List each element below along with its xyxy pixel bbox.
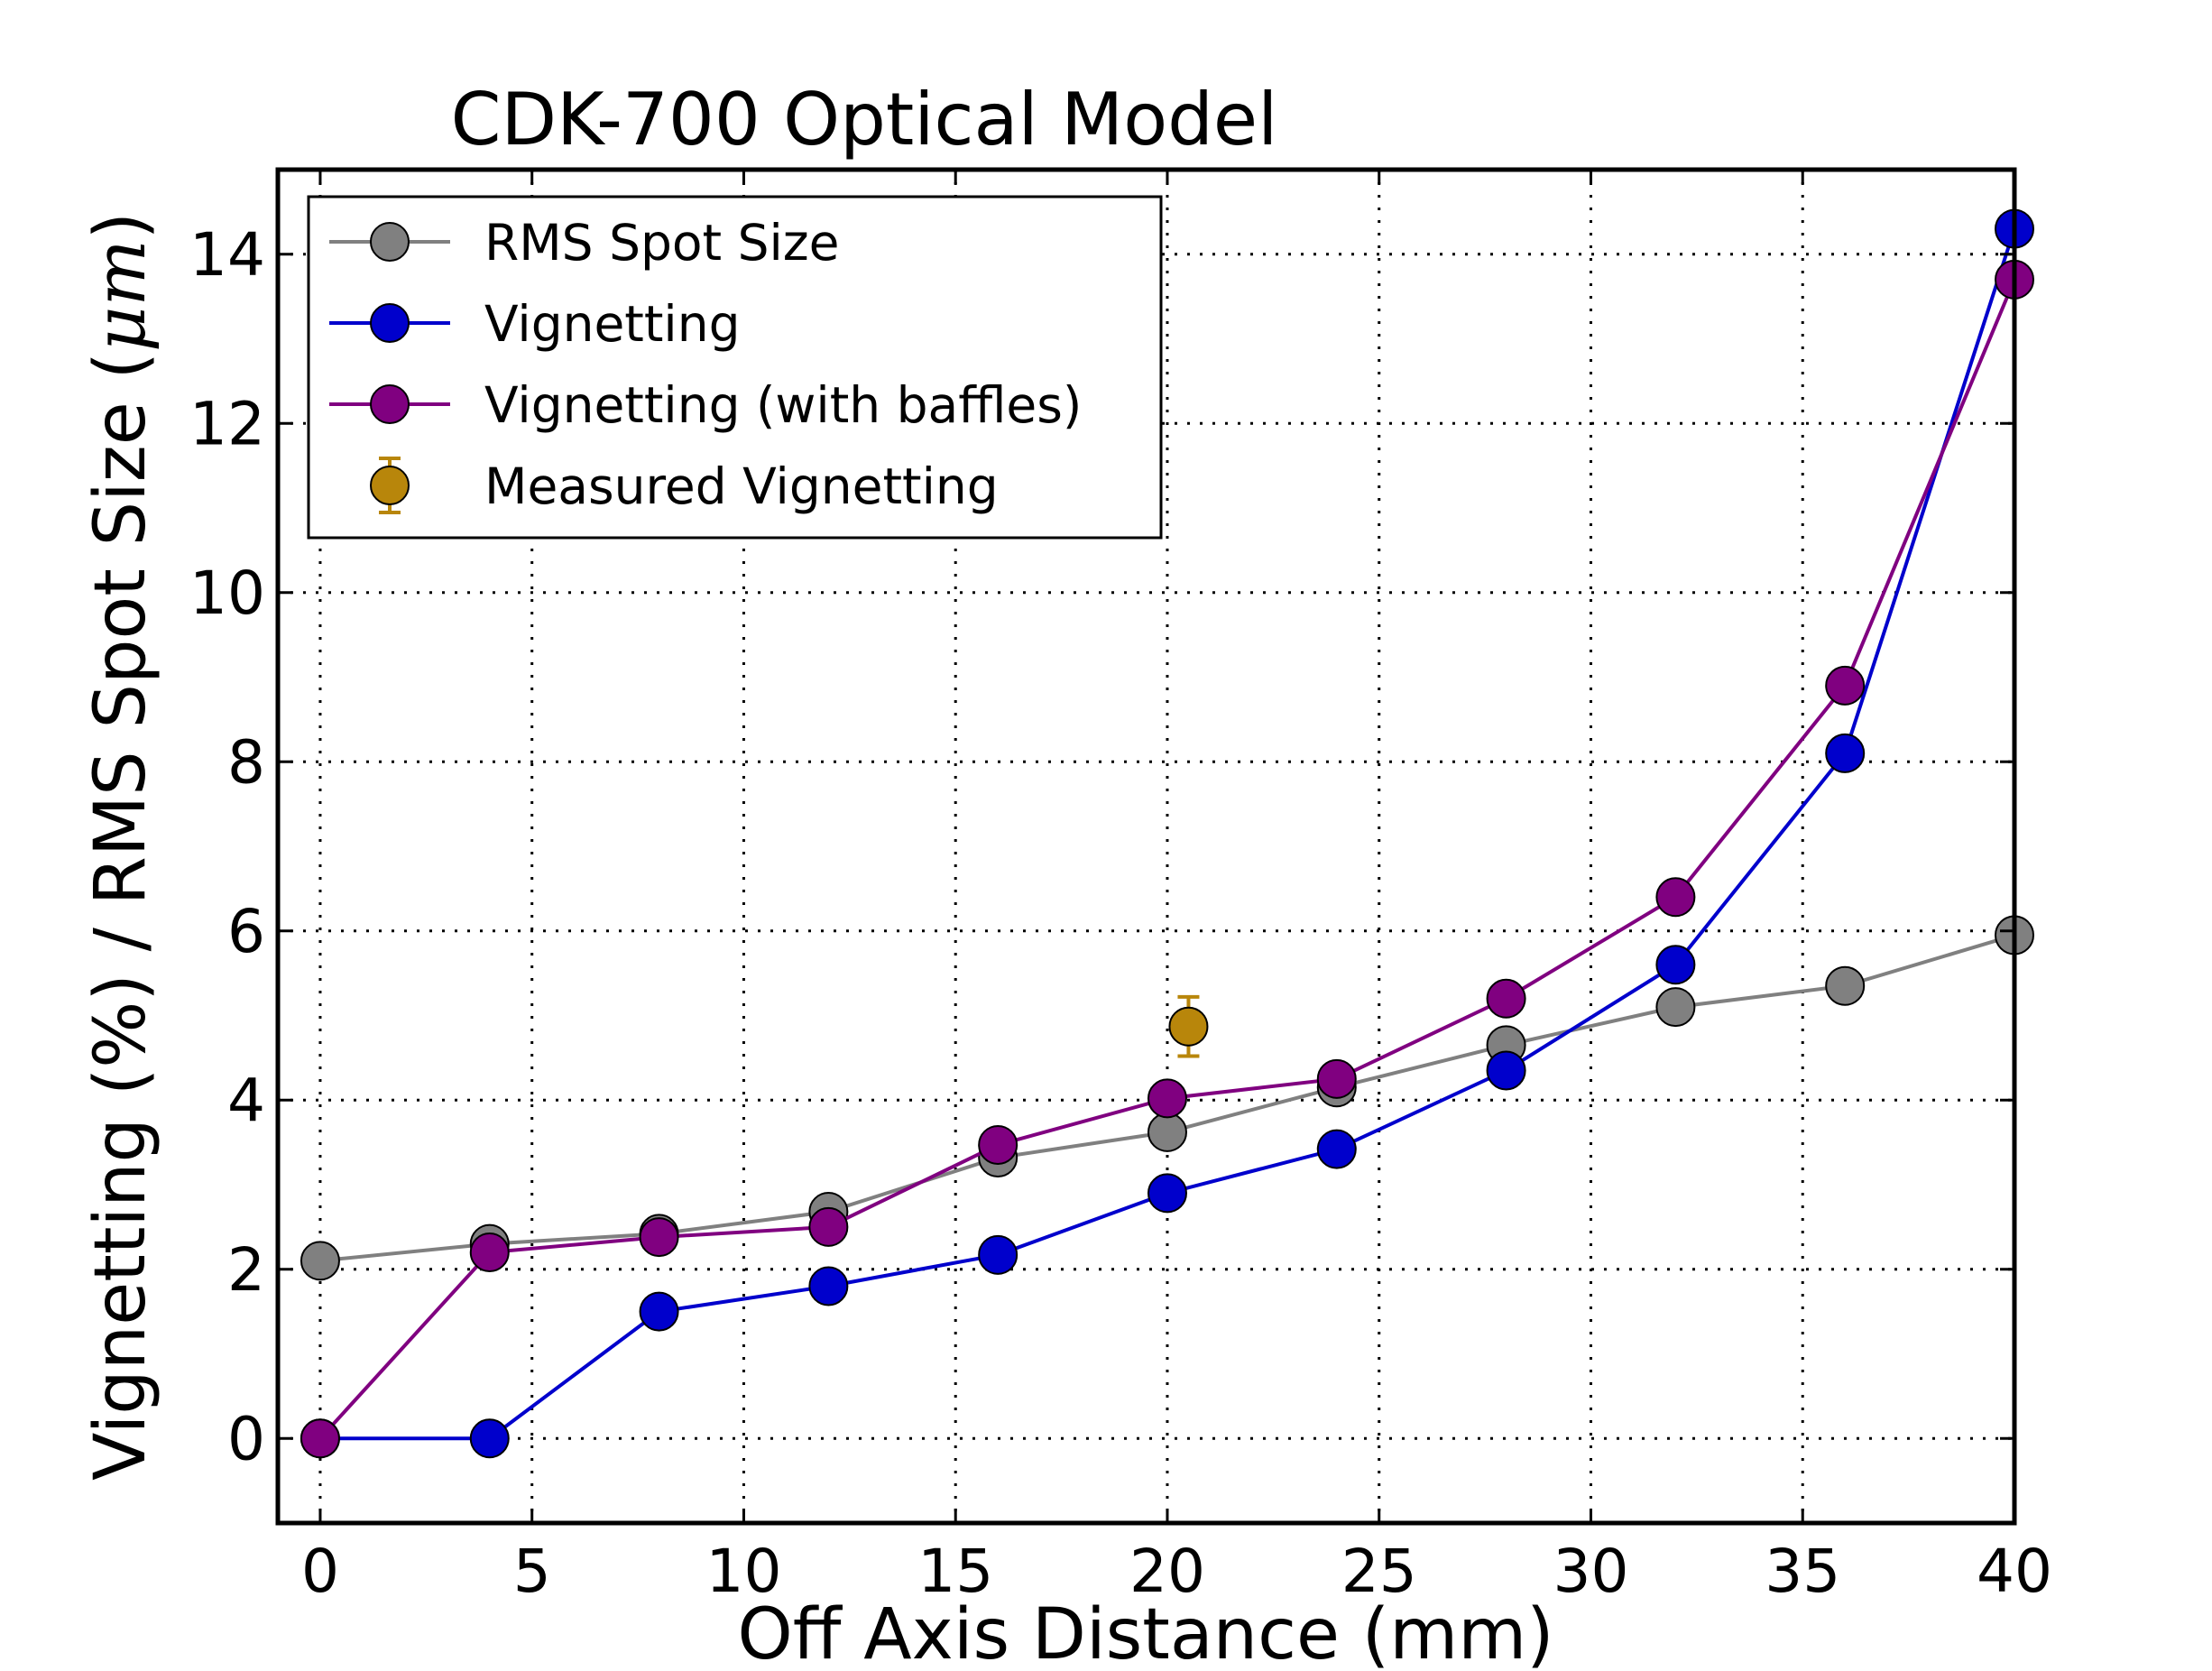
- data-point: [1168, 1006, 1209, 1047]
- y-tick-label: 12: [189, 389, 265, 458]
- y-axis-title-main: Vignetting (%) / RMS Spot Size (: [80, 352, 161, 1481]
- y-tick-label: 10: [189, 559, 265, 628]
- legend-label: Measured Vignetting: [484, 457, 999, 515]
- data-point: [808, 1206, 849, 1247]
- y-tick-label: 0: [227, 1404, 265, 1473]
- y-axis-title-close: ): [80, 212, 161, 239]
- x-tick-label: 20: [1129, 1537, 1205, 1606]
- legend-marker: [370, 222, 410, 262]
- y-tick-label: 2: [227, 1235, 265, 1305]
- legend-item: Vignetting: [329, 295, 741, 353]
- y-axis-title: Vignetting (%) / RMS Spot Size (μm): [80, 212, 161, 1481]
- x-tick-label: 35: [1765, 1537, 1840, 1606]
- data-point: [1486, 978, 1526, 1019]
- data-point: [639, 1291, 679, 1332]
- legend-item: Measured Vignetting: [370, 457, 999, 515]
- y-tick-label: 6: [227, 897, 265, 966]
- data-point: [300, 1241, 340, 1281]
- data-point: [1825, 733, 1866, 773]
- data-point: [1147, 1112, 1187, 1152]
- legend-items: RMS Spot Size Vignetting Vignetting (with …: [329, 214, 1082, 515]
- y-tick-label: 8: [227, 727, 265, 797]
- data-point: [1655, 945, 1696, 985]
- x-tick-label: 10: [705, 1537, 781, 1606]
- data-point: [1316, 1058, 1357, 1099]
- data-point: [1147, 1078, 1187, 1119]
- y-axis-title-unit: μm: [80, 239, 161, 352]
- legend-label: Vignetting (with baffles): [484, 376, 1082, 434]
- series-vignetting-with-baffles: [300, 259, 2034, 1459]
- data-point: [978, 1234, 1018, 1275]
- x-tick-label: 40: [1977, 1537, 2052, 1606]
- data-point: [808, 1266, 849, 1306]
- data-point: [300, 1418, 340, 1459]
- data-point: [1486, 1050, 1526, 1091]
- series-measured-vignetting: [1168, 994, 1209, 1058]
- tick-labels: 0 5 10 15 20 25 30 35 40 0 2 4 6 8 10 12 14: [189, 220, 2052, 1606]
- data-point: [1655, 877, 1696, 918]
- x-tick-label: 0: [301, 1537, 339, 1606]
- data-point: [1316, 1129, 1357, 1169]
- data-point: [639, 1217, 679, 1258]
- data-point: [1655, 987, 1696, 1028]
- legend-label: RMS Spot Size: [484, 214, 840, 272]
- x-tick-label: 25: [1341, 1537, 1417, 1606]
- chart-title: CDK-700 Optical Model: [451, 78, 1278, 162]
- data-point: [469, 1418, 510, 1459]
- plot-frame: [275, 167, 2017, 1526]
- legend-item: RMS Spot Size: [329, 214, 840, 272]
- legend-item: Vignetting (with baffles): [329, 376, 1082, 434]
- x-tick-label: 15: [917, 1537, 993, 1606]
- legend-label: Vignetting: [484, 295, 741, 353]
- legend: RMS Spot Size Vignetting Vignetting (with …: [307, 195, 1163, 540]
- legend-marker: [370, 303, 410, 343]
- legend-marker: [370, 466, 410, 505]
- x-tick-label: 30: [1553, 1537, 1628, 1606]
- data-point: [1825, 665, 1866, 706]
- x-axis-title: Off Axis Distance (mm): [737, 1594, 1553, 1671]
- series-layer: [300, 208, 2034, 1459]
- legend-box: [307, 195, 1163, 540]
- y-tick-label: 4: [227, 1066, 265, 1135]
- ticks: [278, 170, 2016, 1523]
- data-point: [1147, 1173, 1187, 1214]
- y-tick-label: 14: [189, 220, 265, 290]
- x-tick-label: 5: [513, 1537, 551, 1606]
- data-point: [978, 1124, 1018, 1165]
- legend-marker: [370, 384, 410, 424]
- data-point: [1825, 965, 1866, 1006]
- data-point: [469, 1232, 510, 1272]
